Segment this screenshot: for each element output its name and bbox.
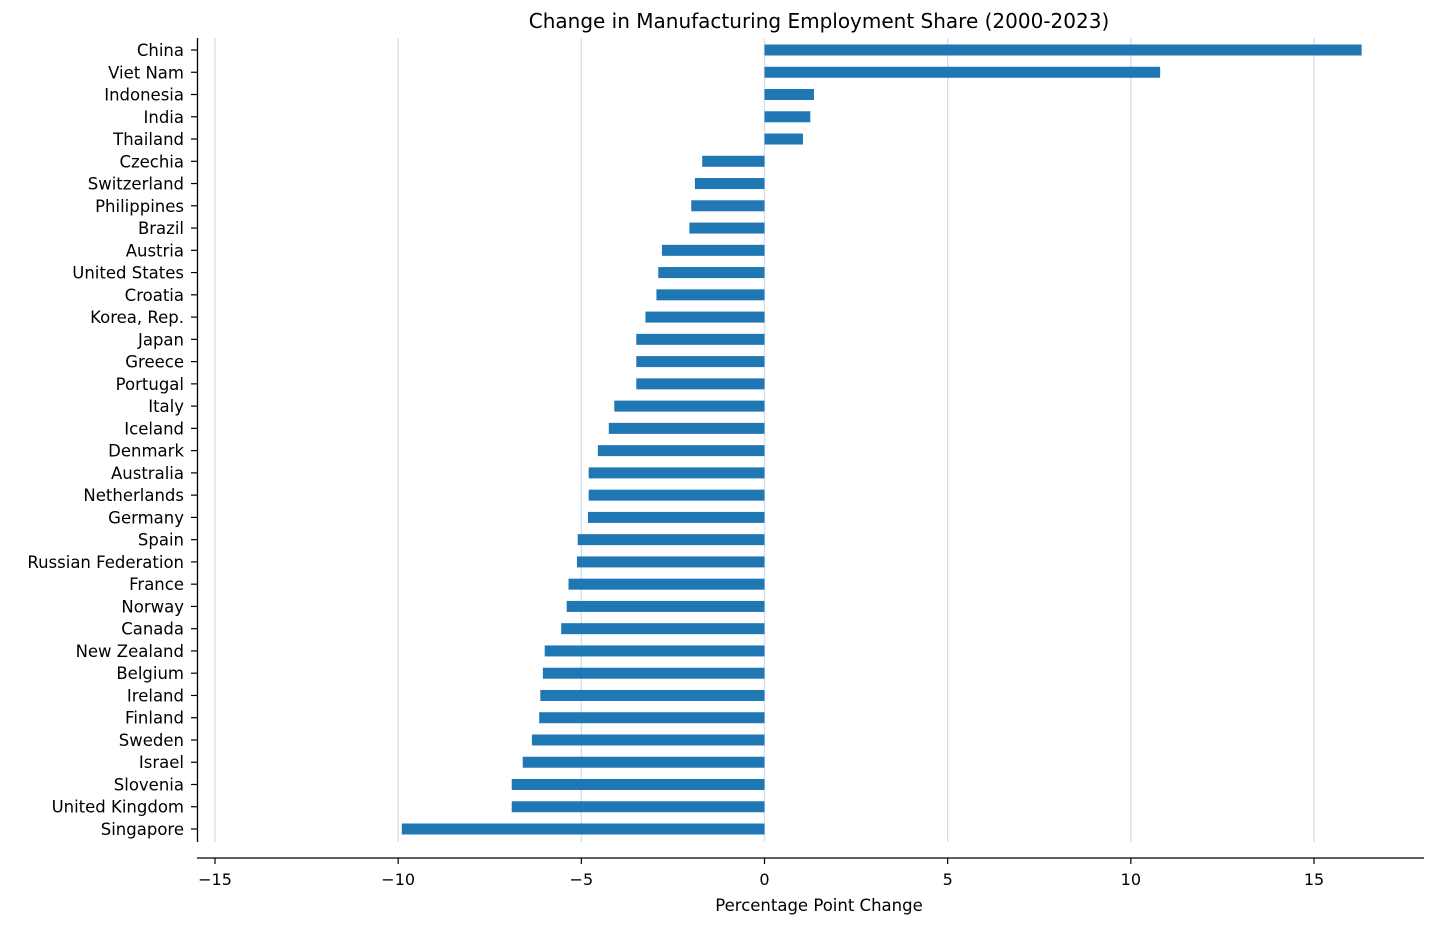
y-tick-label: Singapore — [101, 820, 184, 839]
y-tick-label: China — [137, 41, 184, 60]
grid-lines — [214, 38, 1315, 842]
bar — [658, 267, 765, 279]
bar — [636, 378, 765, 390]
y-tick-label: United States — [72, 264, 184, 283]
bar — [702, 155, 765, 167]
bar — [577, 534, 765, 546]
bar — [542, 667, 765, 679]
y-tick-label: Czechia — [119, 152, 184, 171]
bar — [636, 333, 765, 345]
bar — [544, 645, 765, 657]
x-tick-label: −15 — [198, 870, 232, 889]
bar — [764, 89, 814, 101]
y-tick-label: Norway — [121, 597, 184, 616]
bar — [764, 44, 1362, 56]
y-tick-label: Slovenia — [114, 775, 184, 794]
bar — [691, 200, 765, 212]
x-axis-label: Percentage Point Change — [715, 896, 922, 915]
bar — [661, 244, 765, 256]
y-tick-label: Israel — [139, 753, 184, 772]
bar — [588, 489, 765, 501]
bars — [401, 44, 1362, 835]
bar — [614, 400, 765, 412]
x-tick-label: −5 — [570, 870, 594, 889]
y-tick-label: Finland — [125, 709, 184, 728]
bar — [689, 222, 765, 234]
y-tick-label: Spain — [138, 531, 184, 550]
chart-title: Change in Manufacturing Employment Share… — [529, 9, 1110, 33]
bar — [531, 734, 765, 746]
y-tick-label: Ireland — [127, 686, 184, 705]
x-tick-label: 5 — [943, 870, 953, 889]
y-tick-label: Thailand — [112, 130, 184, 149]
y-tick-label: New Zealand — [76, 642, 184, 661]
x-tick-label: −10 — [381, 870, 415, 889]
y-tick-label: Korea, Rep. — [90, 308, 184, 327]
bar — [539, 712, 765, 724]
y-tick-label: Sweden — [119, 731, 184, 750]
bar — [587, 511, 765, 523]
bar — [522, 756, 765, 768]
bar — [764, 111, 811, 123]
bar — [764, 133, 803, 145]
y-tick-label: India — [144, 108, 185, 127]
y-tick-label: Iceland — [124, 419, 184, 438]
y-tick-label: Belgium — [116, 664, 184, 683]
bar — [764, 66, 1161, 78]
y-tick-label: Austria — [126, 241, 184, 260]
y-tick-label: Australia — [111, 464, 184, 483]
x-tick-label: 10 — [1121, 870, 1141, 889]
bar — [636, 356, 765, 368]
y-tick-label: Germany — [108, 508, 184, 527]
y-tick-label: Brazil — [138, 219, 184, 238]
bar — [511, 801, 765, 813]
y-tick-label: Japan — [137, 330, 184, 349]
bar — [645, 311, 765, 323]
bar — [656, 289, 765, 301]
y-tick-label: Switzerland — [88, 175, 184, 194]
bar — [694, 178, 765, 190]
bar — [566, 600, 765, 612]
y-tick-label: United Kingdom — [52, 798, 184, 817]
bar — [568, 578, 765, 590]
y-tick-label: Portugal — [116, 375, 184, 394]
bar — [608, 422, 765, 434]
y-tick-label: Denmark — [108, 442, 184, 461]
bar — [597, 445, 765, 457]
x-tick-label: 15 — [1304, 870, 1324, 889]
bar — [540, 689, 765, 701]
y-tick-label: Russian Federation — [27, 553, 184, 572]
y-tick-label: Croatia — [125, 286, 184, 305]
bar — [588, 467, 765, 479]
y-tick-label: Philippines — [95, 197, 184, 216]
x-axis: −15 −10 −5 0 5 10 15 — [197, 857, 1424, 889]
y-tick-label: Greece — [125, 353, 184, 372]
bar — [401, 823, 765, 835]
y-tick-labels: China Viet Nam Indonesia India Thailand Czech… — [27, 41, 198, 839]
y-tick-label: Italy — [148, 397, 184, 416]
y-tick-label: Indonesia — [104, 86, 184, 105]
bar — [511, 778, 765, 790]
bar — [576, 556, 765, 568]
x-tick-label: 0 — [759, 870, 769, 889]
bar — [561, 623, 765, 635]
y-tick-label: Netherlands — [83, 486, 184, 505]
y-tick-label: Canada — [121, 620, 184, 639]
y-tick-label: Viet Nam — [108, 63, 184, 82]
y-tick-label: France — [129, 575, 184, 594]
